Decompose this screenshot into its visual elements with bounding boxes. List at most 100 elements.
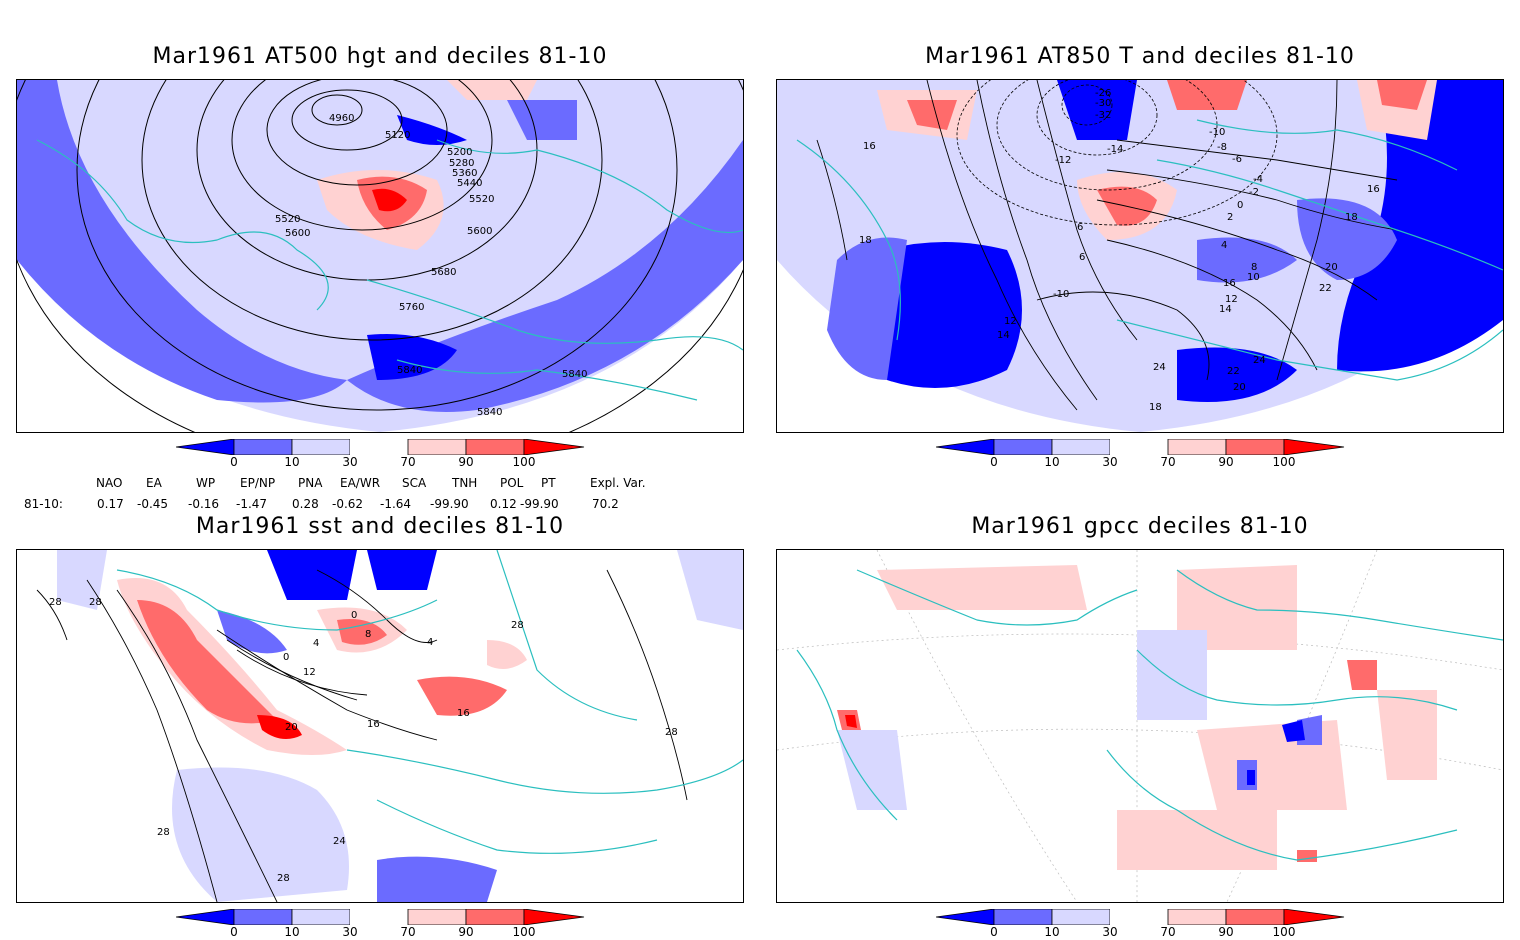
contour-label: 6 xyxy=(1079,252,1085,263)
contour-label: 5280 xyxy=(449,158,474,169)
index-row-label: 81-10: xyxy=(24,497,63,511)
index-value: -0.45 xyxy=(137,497,169,511)
index-value: -1.64 xyxy=(380,497,412,511)
colorbar-label: 0 xyxy=(990,455,998,469)
map-panel-sst: 28 28 0 0 4 4 8 12 16 16 20 24 28 28 28 … xyxy=(16,549,744,903)
contour-label: 28 xyxy=(665,727,678,738)
contour-label: 28 xyxy=(157,827,170,838)
index-header: PT xyxy=(541,476,556,490)
colorbar-hgt500: 0 10 30 70 90 100 xyxy=(175,438,586,469)
contour-label: 18 xyxy=(859,235,872,246)
contour-label: 14 xyxy=(997,330,1010,341)
colorbar-label: 70 xyxy=(400,925,416,939)
contour-label: -10 xyxy=(1053,289,1069,300)
contour-label: 5600 xyxy=(285,228,310,239)
contour-label: 24 xyxy=(333,836,346,847)
index-value: 0.28 xyxy=(292,497,319,511)
colorbar-label: 100 xyxy=(1272,925,1296,939)
index-value: -99.90 xyxy=(430,497,469,511)
index-value: -99.90 xyxy=(520,497,559,511)
colorbar-label: 100 xyxy=(512,925,536,939)
colorbar-label: 90 xyxy=(1218,925,1234,939)
index-header: SCA xyxy=(402,476,427,490)
index-value: 70.2 xyxy=(592,497,619,511)
colorbar-label: 70 xyxy=(400,455,416,469)
contour-label: -4 xyxy=(1253,174,1263,185)
index-value: 0.12 xyxy=(490,497,517,511)
colorbar-label: 30 xyxy=(342,455,358,469)
contour-label: 5440 xyxy=(457,178,482,189)
index-header: EA xyxy=(146,476,162,490)
contour-label: -10 xyxy=(1209,127,1225,138)
index-header: TNH xyxy=(452,476,478,490)
panel-title-hgt500: Mar1961 AT500 hgt and deciles 81-10 xyxy=(152,44,608,69)
contour-label: 22 xyxy=(1227,366,1240,377)
contour-label: -12 xyxy=(1055,155,1071,166)
contour-label: 24 xyxy=(1153,362,1166,373)
contour-label: 18 xyxy=(1149,402,1162,413)
contour-label: 5520 xyxy=(469,194,494,205)
contour-label: 5840 xyxy=(562,369,587,380)
contour-label: 14 xyxy=(1219,304,1232,315)
contour-label: -6 xyxy=(1232,154,1242,165)
contour-label: 5840 xyxy=(397,365,422,376)
contour-label: -8 xyxy=(1217,142,1227,153)
contour-label: 8 xyxy=(365,629,371,640)
colorbar-label: 30 xyxy=(342,925,358,939)
index-header: EP/NP xyxy=(240,476,276,490)
index-header: WP xyxy=(196,476,216,490)
contour-label: 2 xyxy=(1227,212,1233,223)
colorbar-label: 90 xyxy=(458,925,474,939)
colorbar-label: 100 xyxy=(1272,455,1296,469)
contour-label: 5360 xyxy=(452,168,477,179)
colorbar-label: 10 xyxy=(284,925,300,939)
index-header: EA/WR xyxy=(340,476,381,490)
contour-label: 4 xyxy=(1221,240,1227,251)
index-value: -0.62 xyxy=(332,497,364,511)
colorbar-label: 30 xyxy=(1102,455,1118,469)
contour-label: 5520 xyxy=(275,214,300,225)
contour-label: 20 xyxy=(1325,262,1338,273)
colorbar-t850: 0 10 30 70 90 100 xyxy=(935,438,1346,469)
contour-label: 6 xyxy=(1077,222,1083,233)
contour-label: 10 xyxy=(1247,272,1260,283)
contour-label: 8 xyxy=(1251,262,1257,273)
contour-label: -30 xyxy=(1095,98,1111,109)
contour-label: 20 xyxy=(1233,382,1246,393)
index-value: -1.47 xyxy=(236,497,268,511)
index-header: PNA xyxy=(298,476,323,490)
colorbar-label: 70 xyxy=(1160,455,1176,469)
panel-title-gpcc: Mar1961 gpcc deciles 81-10 xyxy=(971,514,1309,539)
contour-label: 16 xyxy=(1223,278,1236,289)
panel-title-sst: Mar1961 sst and deciles 81-10 xyxy=(195,514,565,539)
index-header: NAO xyxy=(96,476,123,490)
contour-label: 28 xyxy=(89,597,102,608)
contour-label: 5600 xyxy=(467,226,492,237)
contour-label: 16 xyxy=(863,141,876,152)
colorbar-label: 10 xyxy=(1044,455,1060,469)
panel-title-t850: Mar1961 AT850 T and deciles 81-10 xyxy=(925,44,1355,69)
map-panel-hgt500: 4960 5120 5200 5280 5360 5440 5520 5520 … xyxy=(16,79,744,433)
contour-label: 5840 xyxy=(477,407,502,418)
index-header: Expl. Var. xyxy=(590,476,646,490)
colorbar-label: 100 xyxy=(512,455,536,469)
contour-label: 0 xyxy=(283,652,289,663)
colorbar-gpcc: 0 10 30 70 90 100 xyxy=(935,908,1346,939)
contour-label: 4960 xyxy=(329,113,354,124)
colorbar-label: 0 xyxy=(230,455,238,469)
contour-label: -2 xyxy=(1249,187,1259,198)
colorbar-label: 70 xyxy=(1160,925,1176,939)
contour-label: -26 xyxy=(1095,88,1111,99)
contour-label: 28 xyxy=(511,620,524,631)
contour-label: 4 xyxy=(427,637,433,648)
contour-label: 5760 xyxy=(399,302,424,313)
contour-label: 16 xyxy=(457,708,470,719)
map-panel-gpcc xyxy=(776,549,1504,903)
map-panel-t850: -26 -30 -32 -14 -12 -10 -8 -6 -4 -2 0 2 … xyxy=(776,79,1504,433)
contour-label: -14 xyxy=(1107,144,1123,155)
contour-label: -32 xyxy=(1095,110,1111,121)
contour-label: 18 xyxy=(1345,212,1358,223)
colorbar-sst: 0 10 30 70 90 100 xyxy=(175,908,586,939)
contour-label: 0 xyxy=(351,610,357,621)
index-value: 0.17 xyxy=(97,497,124,511)
